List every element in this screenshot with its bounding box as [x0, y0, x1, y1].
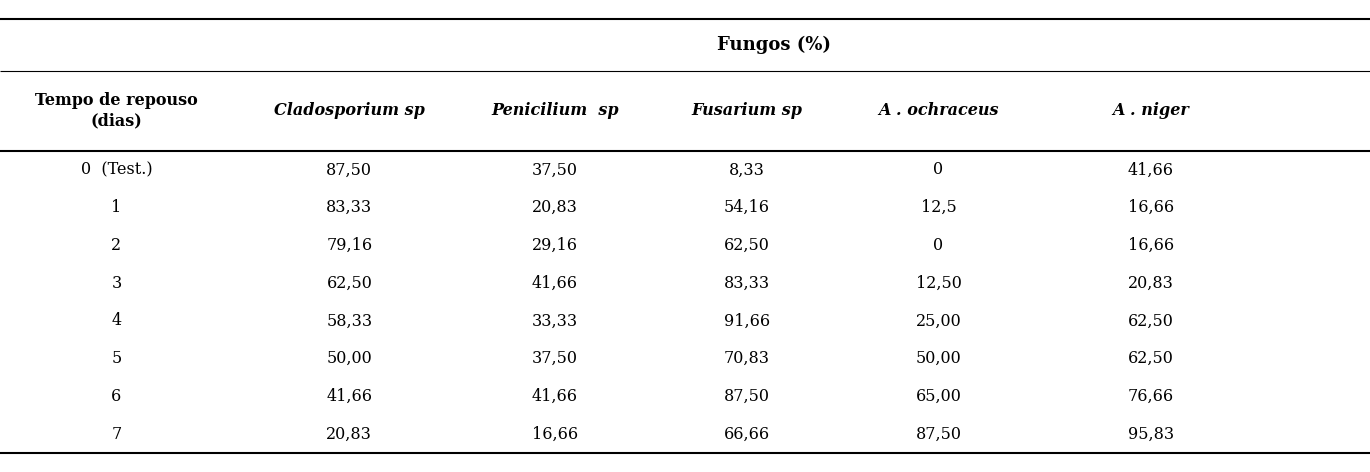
- Text: 87,50: 87,50: [723, 388, 770, 405]
- Text: 7: 7: [111, 426, 122, 443]
- Text: Cladosporium sp: Cladosporium sp: [274, 102, 425, 119]
- Text: 58,33: 58,33: [326, 312, 373, 329]
- Text: 62,50: 62,50: [723, 237, 770, 254]
- Text: 62,50: 62,50: [1128, 312, 1174, 329]
- Text: Fungos (%): Fungos (%): [717, 36, 832, 54]
- Text: 54,16: 54,16: [723, 199, 770, 216]
- Text: 2: 2: [111, 237, 122, 254]
- Text: 91,66: 91,66: [723, 312, 770, 329]
- Text: 87,50: 87,50: [326, 161, 373, 178]
- Text: A . ochraceus: A . ochraceus: [878, 102, 999, 119]
- Text: 0  (Test.): 0 (Test.): [81, 161, 152, 178]
- Text: 6: 6: [111, 388, 122, 405]
- Text: 66,66: 66,66: [723, 426, 770, 443]
- Text: 79,16: 79,16: [326, 237, 373, 254]
- Text: 50,00: 50,00: [326, 350, 373, 367]
- Text: 50,00: 50,00: [915, 350, 962, 367]
- Text: 0: 0: [933, 237, 944, 254]
- Text: 76,66: 76,66: [1128, 388, 1174, 405]
- Text: 20,83: 20,83: [532, 199, 578, 216]
- Text: 83,33: 83,33: [326, 199, 373, 216]
- Text: 20,83: 20,83: [326, 426, 373, 443]
- Text: 41,66: 41,66: [532, 275, 578, 292]
- Text: 12,5: 12,5: [921, 199, 956, 216]
- Text: 0: 0: [933, 161, 944, 178]
- Text: 33,33: 33,33: [532, 312, 578, 329]
- Text: 70,83: 70,83: [723, 350, 770, 367]
- Text: 4: 4: [111, 312, 122, 329]
- Text: 16,66: 16,66: [1128, 237, 1174, 254]
- Text: 25,00: 25,00: [915, 312, 962, 329]
- Text: 83,33: 83,33: [723, 275, 770, 292]
- Text: 95,83: 95,83: [1128, 426, 1174, 443]
- Text: 87,50: 87,50: [915, 426, 962, 443]
- Text: 12,50: 12,50: [915, 275, 962, 292]
- Text: 62,50: 62,50: [326, 275, 373, 292]
- Text: 1: 1: [111, 199, 122, 216]
- Text: 37,50: 37,50: [532, 350, 578, 367]
- Text: Penicilium  sp: Penicilium sp: [490, 102, 619, 119]
- Text: 37,50: 37,50: [532, 161, 578, 178]
- Text: 29,16: 29,16: [532, 237, 578, 254]
- Text: 16,66: 16,66: [532, 426, 578, 443]
- Text: 41,66: 41,66: [1128, 161, 1174, 178]
- Text: 65,00: 65,00: [915, 388, 962, 405]
- Text: Fusarium sp: Fusarium sp: [690, 102, 803, 119]
- Text: 5: 5: [111, 350, 122, 367]
- Text: 20,83: 20,83: [1128, 275, 1174, 292]
- Text: 3: 3: [111, 275, 122, 292]
- Text: Tempo de repouso
(dias): Tempo de repouso (dias): [36, 92, 197, 130]
- Text: 41,66: 41,66: [326, 388, 373, 405]
- Text: 41,66: 41,66: [532, 388, 578, 405]
- Text: 16,66: 16,66: [1128, 199, 1174, 216]
- Text: 8,33: 8,33: [729, 161, 764, 178]
- Text: A . niger: A . niger: [1112, 102, 1189, 119]
- Text: 62,50: 62,50: [1128, 350, 1174, 367]
